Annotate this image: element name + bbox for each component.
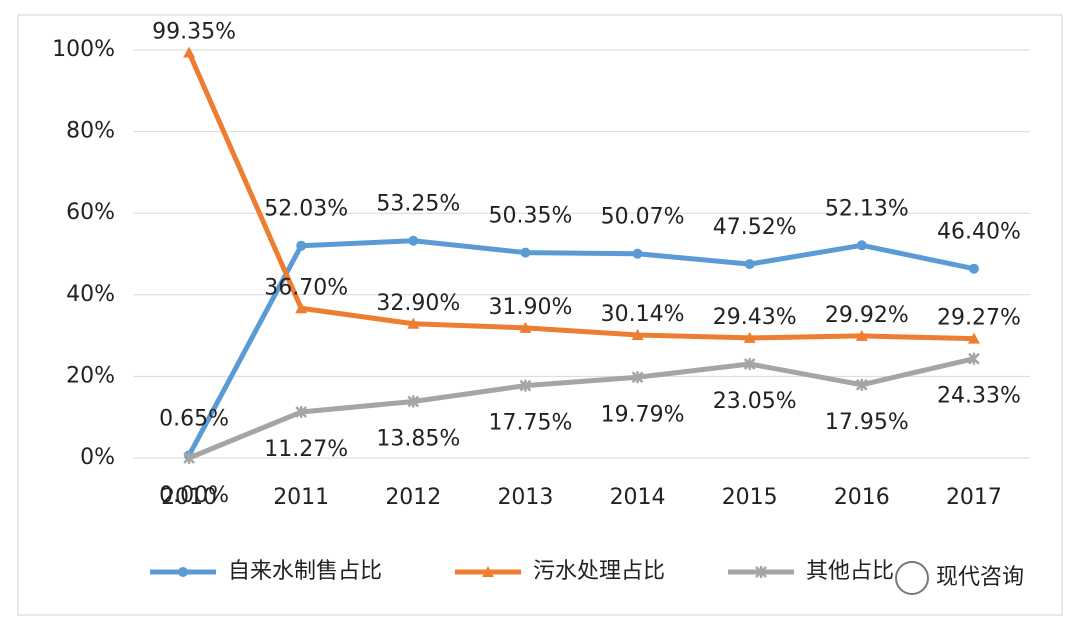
point: [632, 248, 643, 259]
point: [855, 329, 868, 341]
watermark-icon: [895, 561, 929, 595]
point: [519, 379, 532, 392]
data-label: 24.33%: [937, 384, 1021, 409]
legend-marker: [178, 567, 188, 577]
x-tick-label: 2014: [610, 485, 666, 510]
point: [743, 331, 756, 343]
x-tick-label: 2017: [946, 485, 1002, 510]
data-label: 36.70%: [264, 275, 348, 300]
data-label: 52.13%: [825, 196, 909, 221]
point: [631, 371, 644, 384]
y-tick-label: 0%: [80, 445, 115, 470]
data-label: 53.25%: [376, 192, 460, 217]
watermark: 现代咨询: [936, 565, 1024, 590]
series-line: [186, 51, 974, 342]
y-tick-label: 100%: [52, 37, 115, 62]
x-tick-label: 2016: [834, 485, 890, 510]
point: [183, 452, 195, 464]
data-label: 50.35%: [488, 204, 572, 229]
point: [968, 263, 979, 274]
point: [296, 240, 307, 251]
data-label: 52.03%: [264, 197, 348, 222]
legend-marker: [482, 566, 494, 577]
series-line: [188, 356, 975, 461]
point: [968, 352, 980, 365]
data-label: 50.07%: [601, 205, 685, 230]
legend-label: 其他占比: [806, 559, 894, 584]
data-label: 0.00%: [159, 483, 229, 508]
y-tick-label: 80%: [66, 119, 115, 144]
point: [744, 259, 755, 270]
point: [631, 329, 644, 341]
data-label: 17.95%: [825, 410, 909, 435]
point: [295, 406, 308, 419]
data-label: 99.35%: [152, 20, 236, 45]
data-label: 30.14%: [601, 302, 685, 327]
legend-label: 自来水制售占比: [228, 559, 382, 584]
point: [408, 235, 419, 246]
x-tick-label: 2015: [722, 485, 778, 510]
data-label: 32.90%: [376, 291, 460, 316]
data-label: 29.43%: [713, 305, 797, 330]
data-label: 11.27%: [264, 437, 348, 462]
x-tick-label: 2012: [385, 485, 441, 510]
point: [183, 46, 196, 58]
x-tick-label: 2011: [273, 485, 329, 510]
chart-frame: [17, 14, 1063, 616]
data-label: 29.92%: [825, 303, 909, 328]
data-label: 0.65%: [159, 406, 229, 431]
point: [855, 378, 868, 391]
legend-marker: [755, 566, 767, 578]
y-tick-label: 40%: [66, 282, 115, 307]
data-label: 47.52%: [713, 215, 797, 240]
data-label: 23.05%: [713, 389, 797, 414]
data-label: 29.27%: [937, 306, 1021, 331]
data-label: 31.90%: [488, 295, 572, 320]
data-label: 13.85%: [376, 426, 460, 451]
data-label: 17.75%: [488, 411, 572, 436]
x-tick-label: 2013: [497, 485, 553, 510]
point: [519, 321, 532, 333]
point: [967, 332, 980, 344]
data-label: 19.79%: [601, 402, 685, 427]
data-label: 46.40%: [937, 220, 1021, 245]
y-tick-label: 60%: [66, 200, 115, 225]
point: [407, 317, 420, 329]
series-line: [186, 238, 975, 457]
y-tick-label: 20%: [66, 363, 115, 388]
point: [856, 240, 867, 251]
legend-label: 污水处理占比: [533, 559, 665, 584]
point: [743, 357, 756, 370]
point: [407, 395, 420, 408]
x-tick-label: 2010: [161, 485, 217, 510]
point: [520, 247, 531, 258]
point: [295, 302, 308, 314]
